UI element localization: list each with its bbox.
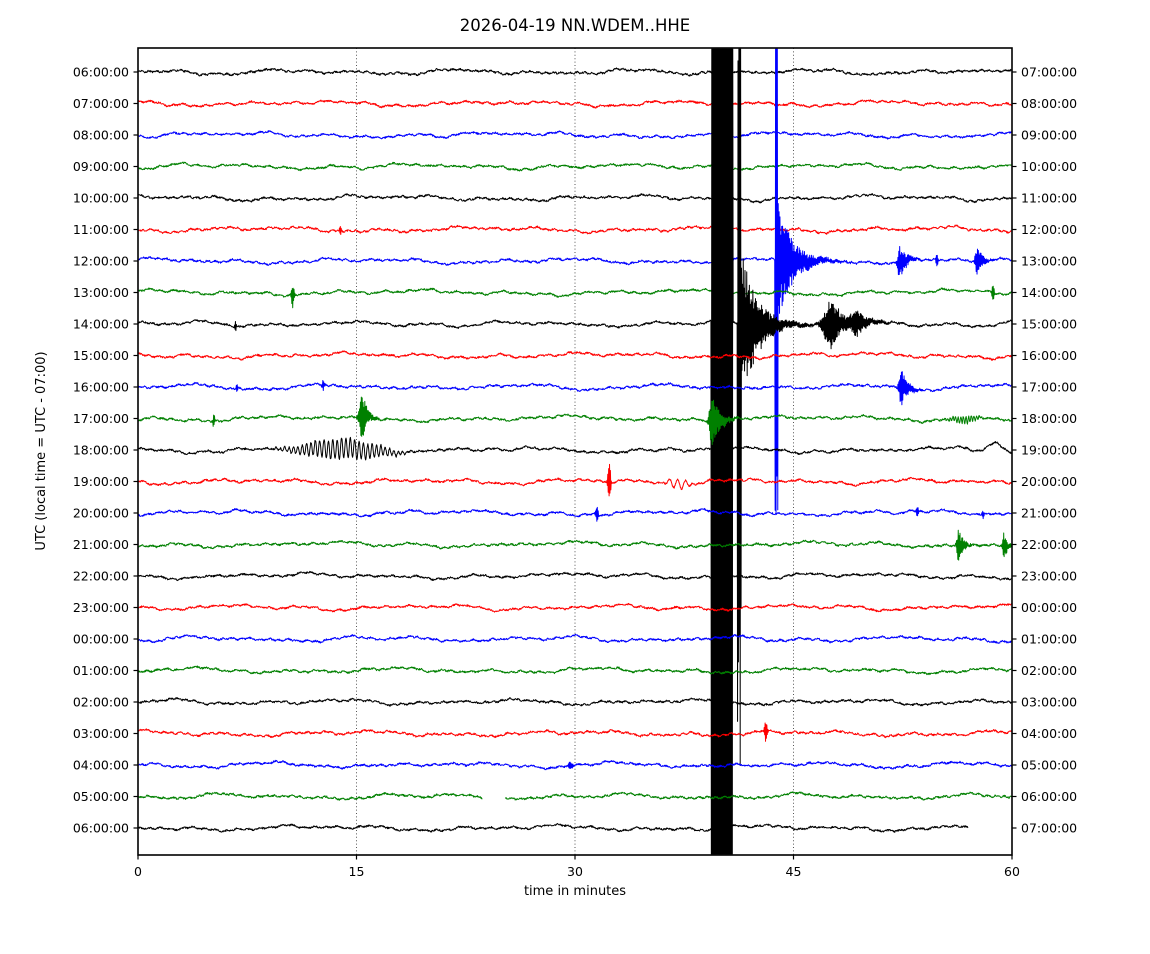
- left-time-label: 19:00:00: [73, 474, 129, 489]
- chart-title: 2026-04-19 NN.WDEM..HHE: [460, 16, 690, 35]
- right-time-label: 22:00:00: [1021, 537, 1077, 552]
- trace-row-060000: [137, 67, 1012, 77]
- left-time-label: 07:00:00: [73, 96, 129, 111]
- right-time-label: 20:00:00: [1021, 474, 1077, 489]
- trace-row-200000: [137, 506, 1013, 522]
- right-time-label: 19:00:00: [1021, 442, 1077, 457]
- left-time-label: 12:00:00: [73, 253, 129, 268]
- right-time-label: 02:00:00: [1021, 663, 1077, 678]
- right-time-label: 06:00:00: [1021, 789, 1077, 804]
- left-time-label: 08:00:00: [73, 127, 129, 142]
- right-time-label: 09:00:00: [1021, 127, 1077, 142]
- trace-row-110000: [137, 224, 1012, 236]
- left-time-label: 02:00:00: [73, 694, 129, 709]
- right-time-label: 13:00:00: [1021, 253, 1077, 268]
- right-time-label: 14:00:00: [1021, 285, 1077, 300]
- right-time-label: 23:00:00: [1021, 568, 1077, 583]
- trace-row-210000: [137, 529, 1013, 561]
- right-time-label: 07:00:00: [1021, 64, 1077, 79]
- left-time-label: 17:00:00: [73, 411, 129, 426]
- trace-row-030000: [137, 722, 1012, 742]
- trace-row-100000: [137, 192, 1012, 204]
- left-time-label: 15:00:00: [73, 348, 129, 363]
- trace-row-050000: [137, 791, 1013, 801]
- y-axis-label: UTC (local time = UTC - 07:00): [34, 351, 49, 550]
- left-time-label: 21:00:00: [73, 537, 129, 552]
- left-time-label: 23:00:00: [73, 600, 129, 615]
- right-time-label: 11:00:00: [1021, 190, 1077, 205]
- trace-row-150000: [137, 350, 1013, 361]
- trace-row-160000: [137, 371, 1012, 406]
- left-time-label: 11:00:00: [73, 222, 129, 237]
- x-tick-label: 15: [349, 864, 365, 879]
- trace-row-190000: [137, 463, 1013, 497]
- x-tick-label: 30: [567, 864, 583, 879]
- trace-row-230000: [137, 602, 1012, 613]
- trace-row-020000: [137, 697, 1012, 707]
- right-time-label: 00:00:00: [1021, 600, 1077, 615]
- left-time-label: 03:00:00: [73, 726, 129, 741]
- right-time-label: 05:00:00: [1021, 757, 1077, 772]
- right-time-label: 12:00:00: [1021, 222, 1077, 237]
- x-tick-label: 60: [1004, 864, 1020, 879]
- x-tick-label: 45: [786, 864, 802, 879]
- trace-row-140000: [137, 48, 1013, 855]
- left-time-label: 14:00:00: [73, 316, 129, 331]
- trace-row-080000: [137, 130, 1013, 140]
- right-time-label: 01:00:00: [1021, 631, 1077, 646]
- left-time-label: 18:00:00: [73, 442, 129, 457]
- left-time-label: 05:00:00: [73, 789, 129, 804]
- trace-row-180000: [137, 436, 1013, 461]
- left-time-label: 10:00:00: [73, 190, 129, 205]
- trace-row-040000: [137, 759, 1013, 771]
- right-time-label: 18:00:00: [1021, 411, 1077, 426]
- trace-row-070000: [137, 99, 1012, 109]
- trace-row-170000: [137, 396, 1013, 445]
- left-time-label: 22:00:00: [73, 568, 129, 583]
- trace-row-010000: [137, 665, 1012, 676]
- left-time-label: 06:00:00: [73, 820, 129, 835]
- left-time-label: 01:00:00: [73, 663, 129, 678]
- right-time-label: 04:00:00: [1021, 726, 1077, 741]
- axes: 06:00:00 07:00:00 07:00:00 08:00:00 08:00:00…: [73, 47, 1077, 879]
- left-time-label: 00:00:00: [73, 631, 129, 646]
- right-time-label: 15:00:00: [1021, 316, 1077, 331]
- right-time-label: 08:00:00: [1021, 96, 1077, 111]
- x-tick-label: 0: [134, 864, 142, 879]
- right-time-label: 03:00:00: [1021, 694, 1077, 709]
- trace-row-120000: [137, 48, 1012, 514]
- left-time-label: 04:00:00: [73, 757, 129, 772]
- left-time-label: 13:00:00: [73, 285, 129, 300]
- x-axis-label: time in minutes: [524, 884, 626, 899]
- trace-row-090000: [137, 161, 1012, 172]
- left-time-label: 06:00:00: [73, 64, 129, 79]
- right-time-label: 21:00:00: [1021, 505, 1077, 520]
- trace-row-130000: [137, 285, 1013, 309]
- right-time-label: 07:00:00: [1021, 820, 1077, 835]
- left-time-label: 16:00:00: [73, 379, 129, 394]
- waveform-traces: [137, 48, 1013, 855]
- left-time-label: 09:00:00: [73, 159, 129, 174]
- trace-row-220000: [137, 570, 1012, 582]
- right-time-label: 10:00:00: [1021, 159, 1077, 174]
- right-time-label: 16:00:00: [1021, 348, 1077, 363]
- left-time-label: 20:00:00: [73, 505, 129, 520]
- trace-row-000000: [137, 633, 1012, 644]
- right-time-label: 17:00:00: [1021, 379, 1077, 394]
- trace-row-060000: [137, 823, 969, 833]
